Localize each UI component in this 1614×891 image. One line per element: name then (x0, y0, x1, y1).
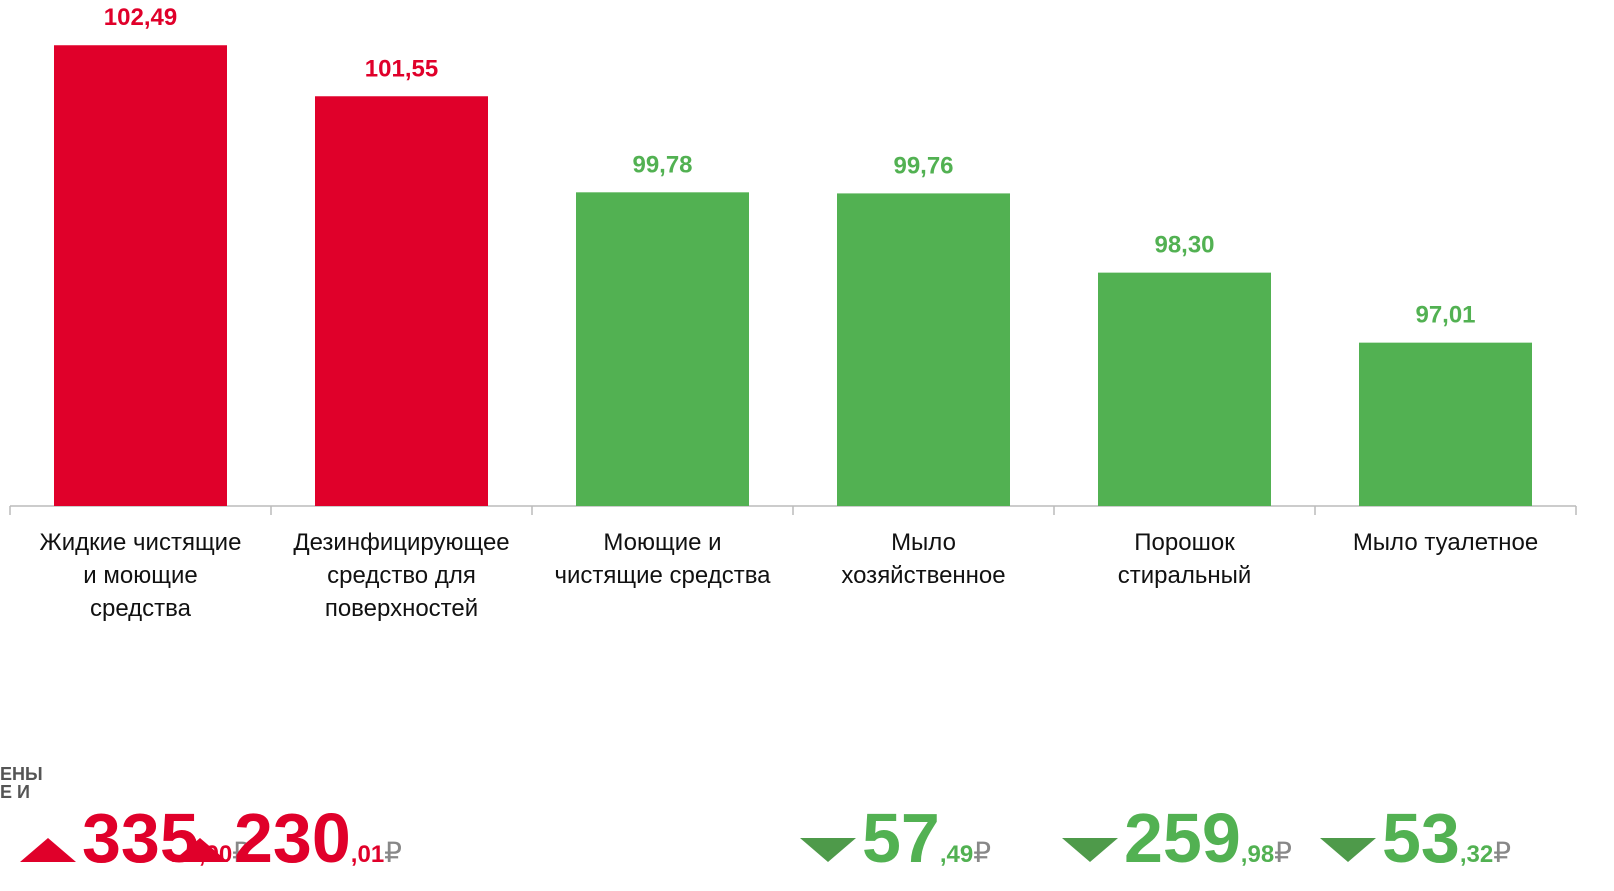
trend-up-icon (172, 838, 228, 862)
price-whole: 57 (862, 799, 940, 877)
bar (1098, 272, 1271, 506)
price: 57,49₽ (862, 799, 991, 877)
price-fraction: ,98 (1241, 841, 1274, 868)
x-tick-label: Порошок стиральный (1117, 529, 1252, 589)
data-label: 99,78 (632, 151, 692, 178)
bar (54, 45, 227, 506)
panel-heading: ЕНЫ (0, 764, 43, 784)
data-label: 99,76 (893, 152, 953, 179)
bar (576, 192, 749, 506)
x-tick-label: Мыло туалетное (1352, 529, 1539, 556)
panel-heading: Е И (0, 782, 30, 802)
trend-down-icon (1320, 838, 1376, 862)
price-whole: 335 (82, 799, 199, 877)
price-currency: ₽ (232, 837, 250, 868)
x-tick-label: Мыло хозяйственное (841, 529, 1006, 589)
bar (1359, 342, 1532, 506)
x-tick-label: Дезинфицирующее средство для поверхносте… (293, 529, 510, 622)
price: 230,01₽ (234, 799, 402, 877)
price-currency: ₽ (1274, 837, 1292, 868)
trend-up-icon (20, 838, 76, 862)
x-tick-label: Моющие и чистящие средства (554, 529, 771, 589)
price-whole: 53 (1382, 799, 1460, 877)
price-currency: ₽ (973, 837, 991, 868)
trend-down-icon (800, 838, 856, 862)
x-tick-label: Жидкие чистящие и моющие средства (39, 529, 242, 622)
price: 259,98₽ (1124, 799, 1292, 877)
bar (315, 96, 488, 506)
data-label: 102,49 (104, 4, 177, 31)
data-label: 97,01 (1415, 302, 1475, 329)
price: 335,90₽ (82, 799, 250, 877)
price-currency: ₽ (1493, 837, 1511, 868)
price-fraction: ,32 (1460, 841, 1493, 868)
data-label: 101,55 (365, 55, 438, 82)
price-whole: 230 (234, 799, 351, 877)
price: 53,32₽ (1382, 799, 1511, 877)
bar (837, 193, 1010, 506)
trend-down-icon (1062, 838, 1118, 862)
price-fraction: ,01 (351, 841, 384, 868)
price-whole: 259 (1124, 799, 1241, 877)
price-fraction: ,49 (940, 841, 973, 868)
data-label: 98,30 (1154, 232, 1214, 259)
price-currency: ₽ (384, 837, 402, 868)
